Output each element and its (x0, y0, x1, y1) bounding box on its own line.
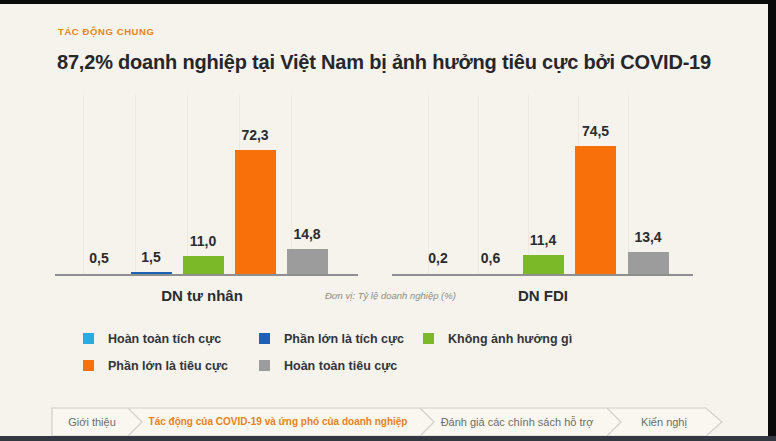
slide: TÁC ĐỘNG CHUNG 87,2% doanh nghiệp tại Vi… (0, 0, 776, 441)
nav-item-2[interactable]: Tác động của COVID-19 và ứng phó của doa… (149, 415, 408, 429)
nav-item-3[interactable]: Đánh giá các chính sách hỗ trợ (441, 415, 594, 429)
nav-arrow-outline (0, 0, 776, 441)
nav-item-1[interactable]: Giới thiệu (68, 415, 116, 429)
screen-edge-bottom (0, 436, 776, 441)
screen-edge-right (768, 0, 776, 441)
nav-item-4[interactable]: Kiến nghị (641, 415, 687, 429)
screen-edge-top (0, 0, 776, 4)
